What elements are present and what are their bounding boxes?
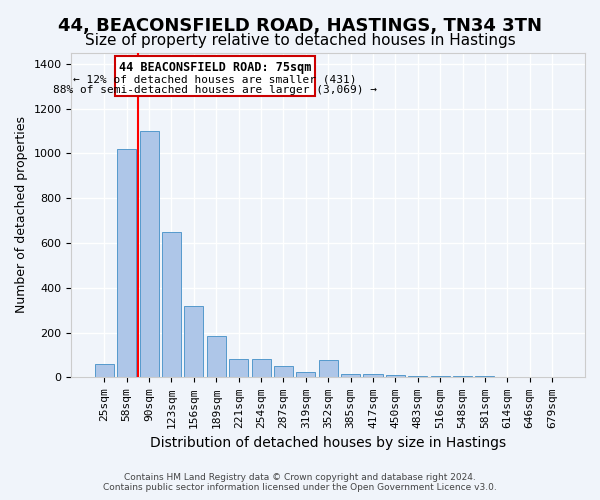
X-axis label: Distribution of detached houses by size in Hastings: Distribution of detached houses by size … bbox=[150, 436, 506, 450]
Bar bbox=[431, 376, 449, 378]
Bar bbox=[341, 374, 360, 378]
Bar bbox=[296, 372, 316, 378]
Text: Size of property relative to detached houses in Hastings: Size of property relative to detached ho… bbox=[85, 32, 515, 48]
Text: 44, BEACONSFIELD ROAD, HASTINGS, TN34 3TN: 44, BEACONSFIELD ROAD, HASTINGS, TN34 3T… bbox=[58, 18, 542, 36]
Y-axis label: Number of detached properties: Number of detached properties bbox=[15, 116, 28, 314]
Text: ← 12% of detached houses are smaller (431): ← 12% of detached houses are smaller (43… bbox=[73, 74, 357, 85]
Text: 88% of semi-detached houses are larger (3,069) →: 88% of semi-detached houses are larger (… bbox=[53, 85, 377, 95]
Bar bbox=[364, 374, 383, 378]
Bar bbox=[207, 336, 226, 378]
Bar bbox=[475, 376, 494, 378]
Bar bbox=[408, 376, 427, 378]
Bar bbox=[184, 306, 203, 378]
Bar bbox=[117, 149, 136, 378]
Bar bbox=[140, 131, 158, 378]
Bar bbox=[319, 360, 338, 378]
Bar bbox=[162, 232, 181, 378]
Bar bbox=[386, 375, 405, 378]
FancyBboxPatch shape bbox=[115, 56, 315, 96]
Bar bbox=[229, 359, 248, 378]
Bar bbox=[274, 366, 293, 378]
Bar bbox=[95, 364, 114, 378]
Text: Contains HM Land Registry data © Crown copyright and database right 2024.
Contai: Contains HM Land Registry data © Crown c… bbox=[103, 473, 497, 492]
Text: 44 BEACONSFIELD ROAD: 75sqm: 44 BEACONSFIELD ROAD: 75sqm bbox=[119, 60, 311, 74]
Bar bbox=[453, 376, 472, 378]
Bar bbox=[251, 359, 271, 378]
